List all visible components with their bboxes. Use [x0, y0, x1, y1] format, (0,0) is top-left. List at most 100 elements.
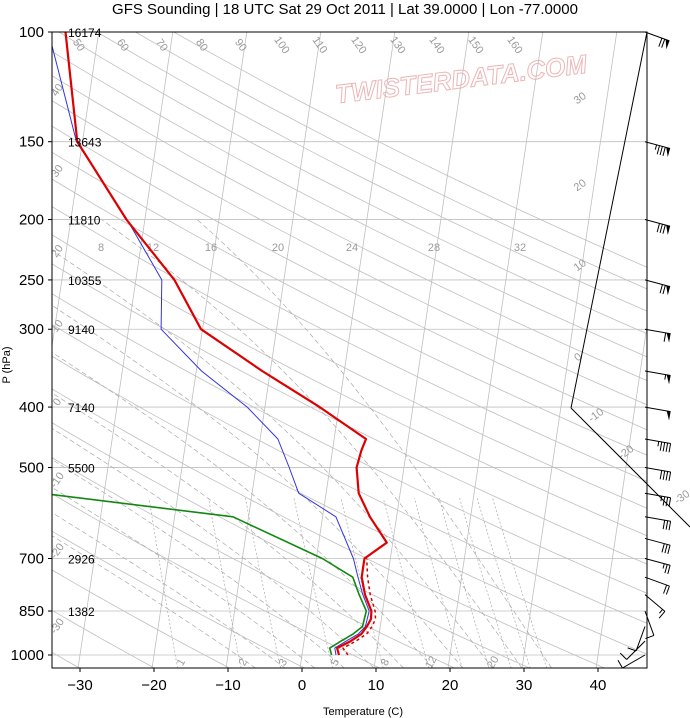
- wind-barb-flag: [666, 410, 671, 421]
- y-tick-label: 100: [19, 24, 44, 41]
- wind-barb-half-feather: [654, 144, 658, 150]
- mixing-ratio-line: [148, 498, 178, 668]
- hodograph-edge: [570, 407, 690, 528]
- mixing-ratio-label: 16: [205, 242, 217, 254]
- dry-adiabat-line: [52, 355, 647, 655]
- height-label: 5500: [68, 461, 95, 475]
- dry-adiabat-line: [52, 125, 647, 431]
- wind-barb-feather: [627, 647, 637, 652]
- height-labels: 16174 13643 11810 10355 9140 7140 5500 2926 1382: [68, 26, 102, 619]
- temperature-line: [64, 32, 388, 656]
- wind-barb-feather: [656, 145, 660, 155]
- mixing-ratio-line: [208, 498, 242, 668]
- x-axis: −30 −20 −10 0 10 20 30 40: [67, 668, 606, 694]
- dry-adiabat-line: [52, 151, 647, 456]
- wind-barb-feather: [662, 520, 666, 530]
- wind-barb-feather: [664, 564, 668, 574]
- y-tick-label: 400: [19, 399, 44, 416]
- chart-title: GFS Sounding | 18 UTC Sat 29 Oct 2011 | …: [112, 1, 578, 18]
- height-label: 16174: [68, 26, 102, 40]
- wind-barb-feather: [617, 659, 623, 669]
- parcel-line: [342, 558, 377, 656]
- moist-adiabat-line: [52, 392, 404, 668]
- moist-adiabat-line: [52, 304, 464, 668]
- isotherm-line: [670, 32, 690, 668]
- isotherm-label: -30: [672, 488, 690, 507]
- height-label: 10355: [68, 274, 102, 288]
- theta-label: 140: [426, 34, 446, 56]
- mixing-ratio-label: 24: [346, 242, 358, 254]
- dry-adiabat-line: [52, 206, 647, 509]
- dewpoint-line: [52, 493, 368, 656]
- wind-barb: [644, 31, 670, 50]
- wind-barb-flag: [666, 147, 671, 158]
- wind-barb-flag: [666, 333, 671, 343]
- wind-barb: [644, 141, 671, 158]
- wind-barb: [644, 576, 670, 595]
- y-tick-label: 500: [19, 459, 44, 476]
- theta-label: 100: [271, 34, 291, 56]
- y-tick-label: 1000: [11, 647, 44, 664]
- moist-adiabat-label: 5: [329, 657, 342, 668]
- adiabat-label: -30: [48, 616, 67, 636]
- dry-adiabat-line: [52, 293, 647, 594]
- mixing-ratio-label: 32: [514, 242, 526, 254]
- theta-label: 70: [153, 37, 170, 54]
- adiabat-label: 0: [51, 396, 64, 408]
- wind-barb-shaft: [644, 406, 671, 413]
- wind-barb: [644, 438, 672, 453]
- moist-adiabat-line: [52, 486, 316, 668]
- mixing-ratio-label: 28: [428, 242, 440, 254]
- wind-barb-feather: [662, 285, 666, 295]
- wind-barb-shaft: [644, 492, 671, 499]
- isotherm-line: [595, 323, 647, 668]
- wind-barb-half-feather: [659, 609, 664, 614]
- mixing-ratio-line: [476, 498, 531, 668]
- wind-barb: [644, 610, 655, 640]
- wind-barb-feather: [665, 497, 669, 507]
- wind-barb-feather: [667, 545, 671, 554]
- y-tick-label: 150: [19, 134, 44, 151]
- y-axis-title: P (hPa): [1, 346, 13, 383]
- wind-barb-feather: [662, 496, 666, 506]
- y-tick-label: 200: [19, 212, 44, 229]
- dry-adiabat-line: [52, 51, 647, 358]
- wind-barb-flag: [666, 225, 671, 235]
- dry-adiabat-line: [52, 100, 647, 406]
- wind-barb-feather: [661, 543, 665, 553]
- isotherm-label: -10: [586, 406, 606, 425]
- isotherm-line: [299, 32, 396, 668]
- wind-barb-shaft: [644, 466, 671, 473]
- mixing-ratio-line: [382, 498, 430, 668]
- wind-barb: [617, 654, 646, 669]
- isotherm-line: [447, 32, 544, 668]
- wind-barb-feather: [656, 223, 660, 233]
- wind-barb-flag: [665, 39, 670, 50]
- theta-label: 60: [114, 37, 131, 54]
- theta-label: 80: [193, 37, 210, 54]
- wind-barb-shaft: [644, 219, 671, 227]
- wind-barbs: [617, 31, 672, 669]
- y-axis: 100 150 200 250 300 400 500 700 850 1000: [11, 24, 52, 664]
- wind-barb: [644, 328, 671, 343]
- wind-barb-feather: [668, 497, 672, 507]
- wind-barb-feather: [668, 521, 672, 531]
- wind-barb-half-feather: [657, 441, 660, 447]
- theta-label: 50: [70, 37, 87, 54]
- moist-adiabat-label: 12: [423, 654, 440, 671]
- dry-adiabat-line: [173, 32, 647, 268]
- dry-adiabat-line: [52, 324, 647, 624]
- x-tick-label: −10: [215, 677, 240, 694]
- virtual-temperature-line: [52, 43, 370, 656]
- theta-label: 160: [504, 34, 524, 56]
- moist-adiabat-line: [52, 512, 286, 668]
- wind-barb-feather: [668, 443, 672, 453]
- sounding-series: [52, 32, 388, 656]
- isotherm-line: [52, 32, 100, 349]
- adiabat-label: -10: [48, 470, 67, 490]
- theta-label: 130: [387, 34, 407, 56]
- wind-barb-feather: [659, 284, 663, 294]
- wind-barb-feather: [658, 37, 663, 47]
- height-label: 1382: [68, 605, 95, 619]
